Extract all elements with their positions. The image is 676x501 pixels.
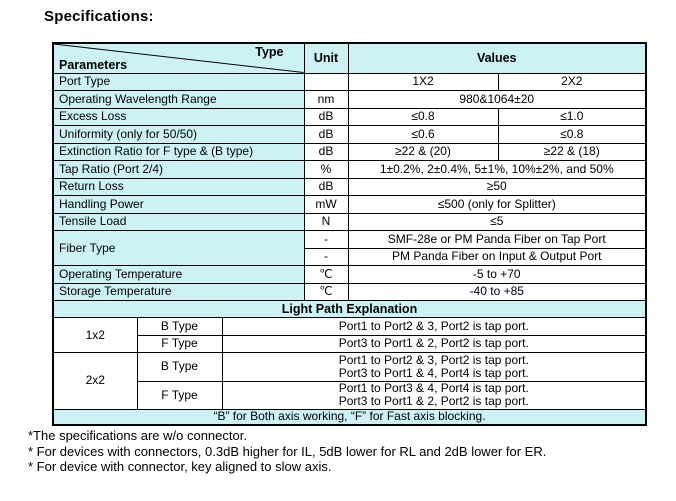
value-cell-2x2: ≤0.8	[497, 125, 647, 144]
param-cell: Operating Temperature	[52, 265, 305, 284]
footnote-line: *The specifications are w/o connector.	[28, 428, 247, 443]
param-cell: Handling Power	[52, 195, 305, 214]
table-row-operating-temp: Operating Temperature ℃ -5 to +70	[52, 265, 647, 284]
size-cell-2x2: 2x2	[52, 352, 138, 410]
value-cell-span: 1±0.2%, 2±0.4%, 5±1%, 10%±2%, and 50%	[347, 160, 647, 179]
value-cell-2x2: 2X2	[497, 72, 647, 91]
param-cell: Return Loss	[52, 177, 305, 196]
light-path-desc-line: Port1 to Port3 & 4, Port4 is tap port.	[338, 381, 529, 395]
corner-cell-parameters-type: Type Parameters	[52, 42, 305, 74]
param-cell: Operating Wavelength Range	[52, 90, 305, 109]
page-title: Specifications:	[44, 8, 154, 25]
unit-cell: nm	[303, 90, 349, 109]
value-cell-span: -5 to +70	[347, 265, 647, 284]
unit-cell: %	[303, 160, 349, 179]
value-cell-2x2: ≥22 & (18)	[497, 142, 647, 161]
param-cell: Storage Temperature	[52, 282, 305, 301]
table-row-excess-loss: Excess Loss dB ≤0.8 ≤1.0	[52, 107, 647, 126]
unit-cell: dB	[303, 177, 349, 196]
table-row-fiber-type-1: Fiber Type - SMF-28e or PM Panda Fiber o…	[52, 230, 647, 266]
corner-parameters-label: Parameters	[59, 57, 128, 72]
param-cell: Tap Ratio (Port 2/4)	[52, 160, 305, 179]
table-row-tensile-load: Tensile Load N ≤5	[52, 212, 647, 231]
specifications-table-wrap: Type Parameters Unit Values Port Type 1X…	[52, 42, 647, 426]
unit-cell: -	[303, 230, 349, 249]
light-path-header: Light Path Explanation	[52, 300, 647, 318]
light-path-desc-line: Port3 to Port1 & 4, Port4 is tap port.	[338, 365, 529, 380]
light-path-desc: Port1 to Port3 & 4, Port4 is tap port. P…	[221, 380, 647, 410]
unit-cell: ℃	[303, 265, 349, 284]
type-cell: F Type	[136, 334, 223, 353]
table-row-wavelength: Operating Wavelength Range nm 980&1064±2…	[52, 90, 647, 109]
unit-cell: mW	[303, 195, 349, 214]
unit-cell: N	[303, 212, 349, 231]
light-path-desc: Port1 to Port2 & 3, Port2 is tap port. P…	[221, 352, 647, 382]
size-cell-1x2: 1x2	[52, 317, 138, 353]
table-row-handling-power: Handling Power mW ≤500 (only for Splitte…	[52, 195, 647, 214]
value-cell-span: PM Panda Fiber on Input & Output Port	[347, 247, 647, 266]
type-cell: F Type	[136, 380, 223, 410]
specifications-table: Type Parameters Unit Values Port Type 1X…	[52, 42, 647, 426]
light-path-desc: Port3 to Port1 & 2, Port2 is tap port.	[221, 334, 647, 353]
value-cell-2x2: ≤1.0	[497, 107, 647, 126]
footnote-line: * For devices with connectors, 0.3dB hig…	[28, 443, 547, 459]
table-row-port-type: Port Type 1X2 2X2	[52, 72, 647, 91]
value-cell-span: ≥50	[347, 177, 647, 196]
table-row-return-loss: Return Loss dB ≥50	[52, 177, 647, 196]
light-path-row-1x2-f: F Type Port3 to Port1 & 2, Port2 is tap …	[53, 334, 647, 353]
value-cell-1x2: ≤0.6	[347, 125, 499, 144]
table-row-tap-ratio: Tap Ratio (Port 2/4) % 1±0.2%, 2±0.4%, 5…	[52, 160, 647, 179]
unit-cell	[303, 72, 349, 91]
light-path-footer-note: “B” for Both axis working, “F” for Fast …	[52, 408, 647, 426]
values-header: Values	[347, 42, 647, 74]
light-path-header-row: Light Path Explanation	[52, 300, 647, 318]
table-row-storage-temp: Storage Temperature ℃ -40 to +85	[52, 282, 647, 301]
value-cell-span: ≤500 (only for Splitter)	[347, 195, 647, 214]
value-cell-1x2: ≥22 & (20)	[347, 142, 499, 161]
light-path-row-2x2-f: F Type Port1 to Port3 & 4, Port4 is tap …	[53, 380, 647, 410]
light-path-desc-line: Port1 to Port2 & 3, Port2 is tap port.	[338, 352, 529, 367]
light-path-desc: Port1 to Port2 & 3, Port2 is tap port.	[221, 317, 647, 336]
param-cell: Excess Loss	[52, 107, 305, 126]
unit-cell: dB	[303, 107, 349, 126]
type-cell: B Type	[136, 352, 223, 382]
corner-type-label: Type	[255, 45, 284, 59]
value-cell-span: -40 to +85	[347, 282, 647, 301]
light-path-desc-line: Port3 to Port1 & 2, Port2 is tap port.	[338, 394, 529, 408]
table-row-uniformity: Uniformity (only for 50/50) dB ≤0.6 ≤0.8	[52, 125, 647, 144]
param-cell: Extinction Ratio for F type & (B type)	[52, 142, 305, 161]
diagonal-line	[54, 44, 304, 73]
param-cell: Tensile Load	[52, 212, 305, 231]
value-cell-span: 980&1064±20	[347, 90, 647, 109]
unit-cell: dB	[303, 142, 349, 161]
light-path-row-2x2-b: 2x2 B Type Port1 to Port2 & 3, Port2 is …	[52, 352, 647, 410]
unit-cell: dB	[303, 125, 349, 144]
value-cell-span: ≤5	[347, 212, 647, 231]
value-cell-1x2: ≤0.8	[347, 107, 499, 126]
footnote-line: * For device with connector, key aligned…	[28, 459, 332, 474]
table-row-extinction-ratio: Extinction Ratio for F type & (B type) d…	[52, 142, 647, 161]
param-cell: Port Type	[52, 72, 305, 91]
type-cell: B Type	[136, 317, 223, 336]
param-cell: Uniformity (only for 50/50)	[52, 125, 305, 144]
header-row: Type Parameters Unit Values	[52, 42, 647, 74]
unit-cell: ℃	[303, 282, 349, 301]
light-path-footer-row: “B” for Both axis working, “F” for Fast …	[52, 408, 647, 426]
value-cell-1x2: 1X2	[347, 72, 499, 91]
param-cell-fiber-type: Fiber Type	[52, 230, 305, 266]
unit-cell: -	[303, 247, 349, 266]
footnotes: *The specifications are w/o connector. *…	[28, 428, 658, 475]
light-path-row-1x2-b: 1x2 B Type Port1 to Port2 & 3, Port2 is …	[52, 317, 647, 353]
unit-header: Unit	[303, 42, 349, 74]
value-cell-span: SMF-28e or PM Panda Fiber on Tap Port	[347, 230, 647, 249]
